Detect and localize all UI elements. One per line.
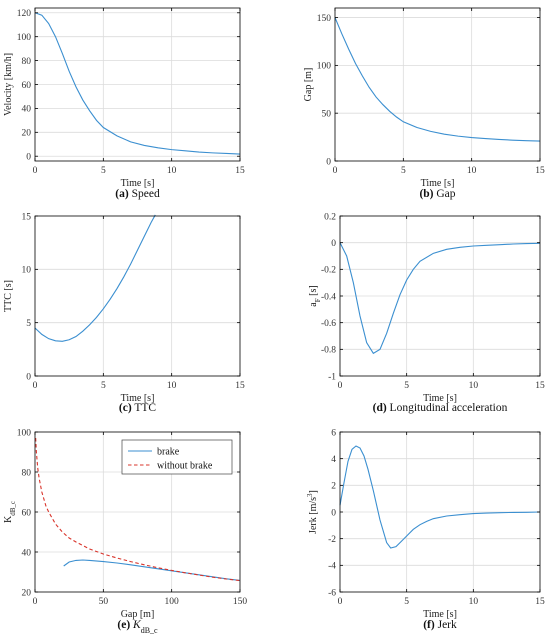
y-tick-label: -0.6 [321, 319, 336, 329]
plot-frame [334, 7, 541, 162]
series-line-kdbc-1 [35, 437, 241, 582]
y-tick-label: 0 [26, 153, 31, 163]
x-tick-label: 50 [99, 597, 109, 607]
y-tick-label: 0 [331, 239, 336, 249]
x-axis-label: Time [s] [423, 393, 457, 404]
series-line-gap-0 [334, 17, 541, 142]
panel-caption: (e) KdB_c [117, 619, 158, 635]
panel-caption: (a) Speed [115, 188, 160, 200]
y-axis-label: aF [s] [308, 285, 322, 306]
legend-label: without brake [157, 461, 213, 472]
series-line-ttc-0 [34, 214, 156, 342]
y-tick-label: -1 [328, 372, 336, 382]
series-line-jerk-0 [339, 445, 541, 549]
y-tick-label: 0 [331, 508, 336, 518]
x-tick-label: 10 [469, 381, 479, 391]
y-tick-label: 4 [331, 455, 336, 465]
x-tick-label: 5 [401, 166, 406, 176]
y-tick-label: 6 [331, 428, 336, 438]
y-tick-label: 60 [22, 508, 32, 518]
x-tick-label: 0 [338, 597, 343, 607]
y-axis-label: KdB_c [3, 501, 17, 523]
y-tick-label: 120 [17, 9, 32, 19]
x-tick-label: 10 [167, 381, 177, 391]
x-tick-label: 5 [101, 381, 106, 391]
chart-speed: 0 5 10 15 0 20 40 60 80 100 120 Time [s] Velocity [k… [3, 7, 245, 200]
y-tick-label: 40 [22, 548, 32, 558]
x-tick-label: 5 [101, 166, 106, 176]
x-tick-label: 15 [235, 381, 245, 391]
y-tick-label: -0.4 [321, 292, 336, 302]
y-tick-label: 80 [22, 57, 32, 67]
x-tick-label: 5 [404, 381, 409, 391]
panel-caption: (d) Longitudinal acceleration [373, 402, 508, 414]
y-tick-label: 20 [22, 129, 32, 139]
x-tick-label: 100 [165, 597, 180, 607]
x-tick-label: 150 [233, 597, 248, 607]
legend-label: brake [157, 447, 180, 458]
y-tick-label: 80 [22, 468, 32, 478]
x-tick-label: 10 [469, 597, 479, 607]
y-tick-label: -6 [328, 588, 336, 598]
x-tick-label: 15 [535, 166, 545, 176]
y-tick-label: -2 [328, 535, 336, 545]
y-tick-label: 60 [22, 81, 32, 91]
x-tick-label: 0 [33, 381, 38, 391]
y-axis-label: Jerk [m/s3] [306, 490, 319, 534]
x-tick-label: 15 [535, 597, 545, 607]
panel-caption: (c) TTC [119, 402, 156, 414]
series-line-kdbc-0 [63, 559, 241, 581]
x-tick-label: 15 [535, 381, 545, 391]
y-tick-label: 15 [22, 212, 32, 222]
chart-ttc: 0 5 10 15 0 5 10 15 Time [s] TTC [s] (c) TTC [3, 212, 245, 414]
y-tick-label: 100 [17, 428, 32, 438]
y-tick-label: 20 [22, 588, 32, 598]
plot-frame [34, 215, 241, 377]
y-tick-label: -4 [328, 562, 336, 572]
x-tick-label: 0 [333, 166, 338, 176]
x-axis-label: Gap [m] [121, 609, 155, 620]
x-tick-label: 10 [167, 166, 177, 176]
chart-kdbc: 0 50 100 150 20 40 60 80 100 Gap [m] KdB_c brake wit… [3, 428, 247, 634]
y-tick-label: 40 [22, 105, 32, 115]
y-axis-label: TTC [s] [3, 280, 14, 312]
y-axis-label: Gap [m] [303, 68, 314, 102]
y-tick-label: 50 [322, 109, 332, 119]
x-tick-label: 10 [467, 166, 477, 176]
legend-box [121, 439, 233, 475]
y-tick-label: 100 [17, 33, 32, 43]
y-tick-label: -0.8 [321, 346, 336, 356]
x-axis-label: Time [s] [121, 393, 155, 404]
y-tick-label: 100 [317, 62, 332, 72]
y-tick-label: 10 [22, 266, 32, 276]
x-tick-label: 0 [33, 597, 38, 607]
series-line-speed-0 [34, 12, 241, 155]
legend: brake without brake [121, 439, 233, 475]
chart-longitudinal_acceleration: 0 5 10 15 0.2 0 -0.2 -0.4 -0.6 -0.8 -1 Time [s] aF [… [308, 212, 545, 414]
x-axis-label: Time [s] [423, 609, 457, 620]
series-line-longitudinal_acceleration-0 [339, 242, 541, 355]
y-tick-label: -0.2 [321, 266, 336, 276]
x-tick-label: 5 [404, 597, 409, 607]
y-tick-label: 0.2 [324, 212, 336, 222]
x-tick-label: 0 [33, 166, 38, 176]
x-tick-label: 15 [235, 166, 245, 176]
y-tick-label: 0 [26, 372, 31, 382]
panel-caption: (f) Jerk [423, 619, 457, 631]
y-tick-label: 2 [331, 482, 336, 492]
chart-jerk: 0 5 10 15 6 4 2 0 -2 -4 -6 Time [s] Jerk [m/s3] (f) J… [306, 428, 545, 631]
y-tick-label: 150 [317, 14, 332, 24]
panel-caption: (b) Gap [419, 188, 455, 200]
y-tick-label: 5 [26, 319, 31, 329]
x-axis-label: Time [s] [421, 178, 455, 189]
x-axis-label: Time [s] [121, 178, 155, 189]
y-tick-label: 0 [326, 157, 331, 167]
y-axis-label: Velocity [km/h] [3, 53, 14, 116]
x-tick-label: 0 [338, 381, 343, 391]
